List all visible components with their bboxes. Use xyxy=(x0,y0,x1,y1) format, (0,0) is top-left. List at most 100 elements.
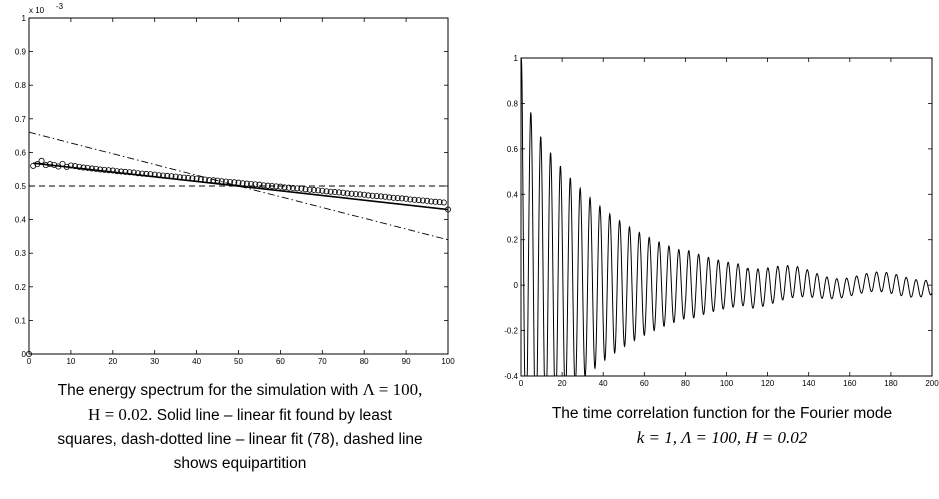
left-data-point xyxy=(122,168,129,175)
left-caption: The energy spectrum for the simulation w… xyxy=(10,378,470,476)
left-data-point xyxy=(440,199,447,206)
left-x-tick-label: 100 xyxy=(441,357,455,366)
right-y-tick-label: -0.4 xyxy=(504,372,518,381)
left-x-tick-label: 40 xyxy=(192,357,201,366)
left-data-point xyxy=(76,163,83,170)
left-data-point xyxy=(336,189,343,196)
right-y-tick-label: -0.2 xyxy=(504,327,518,336)
left-y-tick-label: 0.7 xyxy=(15,115,27,124)
left-data-point-origin xyxy=(25,350,32,357)
left-data-point xyxy=(331,189,338,196)
left-data-point xyxy=(428,198,435,205)
right-y-tick-label: 0.2 xyxy=(507,236,519,245)
left-data-point xyxy=(248,180,255,187)
left-y-tick-label: 0.1 xyxy=(15,316,27,325)
left-x-tick-label: 30 xyxy=(150,357,159,366)
left-y-tick-label: 0.4 xyxy=(15,216,27,225)
left-data-point xyxy=(256,181,263,188)
left-caption-line-2-math: H = 0.02. xyxy=(88,405,153,424)
right-x-tick-label: 40 xyxy=(599,379,608,388)
right-x-tick-label: 160 xyxy=(843,379,857,388)
left-data-point xyxy=(373,193,380,200)
left-data-point xyxy=(101,166,108,173)
left-y-tick-label: 0.3 xyxy=(15,249,27,258)
right-x-tick-label: 0 xyxy=(519,379,524,388)
right-x-tick-label: 120 xyxy=(761,379,775,388)
left-data-point xyxy=(344,190,351,197)
right-y-tick-label: 0.4 xyxy=(507,190,519,199)
left-x-tick-label: 70 xyxy=(318,357,327,366)
right-y-tick-label: 0.8 xyxy=(507,99,519,108)
left-data-point xyxy=(80,164,87,171)
left-y-tick-label: 0.6 xyxy=(15,148,27,157)
left-x-tick-label: 10 xyxy=(66,357,75,366)
left-caption-line-1-text: The energy spectrum for the simulation w… xyxy=(57,382,363,399)
left-data-point xyxy=(398,195,405,202)
left-data-point xyxy=(327,188,334,195)
right-caption-line-2: k = 1, Λ = 100, H = 0.02 xyxy=(636,428,808,447)
left-data-point xyxy=(306,186,313,193)
left-x-tick-label: 80 xyxy=(360,357,369,366)
left-caption-line-2: H = 0.02. Solid line – linear fit found … xyxy=(10,403,470,428)
left-data-point xyxy=(377,193,384,200)
left-data-point xyxy=(72,163,79,170)
right-x-tick-label: 180 xyxy=(884,379,898,388)
left-data-point xyxy=(289,185,296,192)
left-caption-line-3: squares, dash-dotted line – linear fit (… xyxy=(57,431,423,448)
right-correlation-curve xyxy=(520,57,933,377)
left-data-point xyxy=(84,164,91,171)
left-data-point xyxy=(139,170,146,177)
left-data-point xyxy=(340,189,347,196)
left-y-exponent-label: x 10 xyxy=(29,6,45,15)
left-data-point xyxy=(126,169,133,176)
left-data-point xyxy=(310,187,317,194)
left-data-point xyxy=(277,183,284,190)
left-data-point xyxy=(403,195,410,202)
left-data-point xyxy=(432,198,439,205)
left-data-point xyxy=(348,190,355,197)
left-data-point xyxy=(415,197,422,204)
left-data-point xyxy=(352,191,359,198)
left-data-point xyxy=(281,184,288,191)
left-y-tick-label: 1 xyxy=(22,14,27,23)
left-data-point xyxy=(419,197,426,204)
left-data-point xyxy=(260,182,267,189)
left-data-point xyxy=(88,165,95,172)
left-data-point xyxy=(323,188,330,195)
left-data-point xyxy=(365,192,372,199)
left-data-point xyxy=(109,167,116,174)
right-x-tick-label: 140 xyxy=(802,379,816,388)
left-x-tick-label: 90 xyxy=(402,357,411,366)
left-data-point xyxy=(357,191,364,198)
left-x-tick-label: 0 xyxy=(27,357,32,366)
left-data-point xyxy=(361,191,368,198)
left-x-tick-label: 20 xyxy=(108,357,117,366)
right-x-tick-label: 100 xyxy=(720,379,734,388)
left-data-point xyxy=(407,196,414,203)
left-data-point xyxy=(93,165,100,172)
left-y-exponent-value: -3 xyxy=(56,2,64,11)
right-y-tick-label: 0.6 xyxy=(507,145,519,154)
left-y-tick-label: 0 xyxy=(22,350,27,359)
left-data-point xyxy=(285,184,292,191)
left-data-point xyxy=(411,196,418,203)
right-y-tick-label: 1 xyxy=(514,54,519,63)
right-x-tick-label: 200 xyxy=(925,379,939,388)
left-data-point xyxy=(97,166,104,173)
left-data-point xyxy=(424,197,431,204)
left-data-point xyxy=(38,157,45,164)
left-data-point xyxy=(390,194,397,201)
right-x-tick-label: 20 xyxy=(558,379,567,388)
left-data-point xyxy=(386,194,393,201)
left-data-point xyxy=(302,186,309,193)
left-caption-line-4: shows equipartition xyxy=(173,455,307,472)
left-data-point xyxy=(436,199,443,206)
left-data-point xyxy=(394,195,401,202)
left-caption-line-2-text: Solid line – linear fit found by least xyxy=(152,407,392,424)
left-y-tick-label: 0.9 xyxy=(15,48,27,57)
left-data-point xyxy=(294,185,301,192)
left-data-point xyxy=(105,167,112,174)
left-y-tick-label: 0.8 xyxy=(15,81,27,90)
left-data-point xyxy=(369,192,376,199)
left-data-point xyxy=(315,187,322,194)
